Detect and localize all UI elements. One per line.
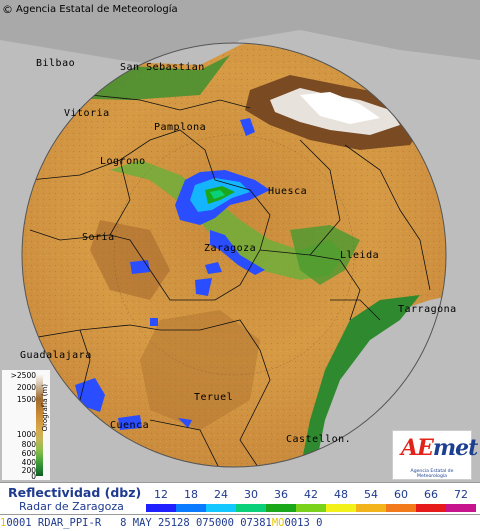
elevation-legend: >2500 2000 1500 1000 800 600 400 200 0 O… [2, 370, 50, 481]
elev-tick: 2000 [16, 383, 36, 392]
city-pamplona: Pamplona [154, 122, 206, 133]
province-borders [22, 94, 431, 467]
agency-name: Agencia Estatal de Meteorología [16, 4, 178, 15]
reflectivity-legend: Reflectividad (dbz) Radar de Zaragoza 12… [0, 482, 480, 515]
dbz-color-swatch [206, 504, 236, 512]
radar-map: Bilbao San Sebastian Vitoria Pamplona Lo… [0, 0, 480, 468]
dbz-value: 36 [274, 488, 288, 501]
legend-subtitle: Radar de Zaragoza [19, 500, 124, 513]
city-bilbao: Bilbao [36, 58, 75, 69]
dbz-color-swatch [386, 504, 416, 512]
elev-tick: 400 [21, 458, 36, 467]
agency-credit: © Agencia Estatal de Meteorología [2, 3, 178, 16]
dbz-value: 54 [364, 488, 378, 501]
city-guadalajara: Guadalajara [20, 350, 92, 361]
city-vitoria: Vitoria [64, 108, 110, 119]
city-cuenca: Cuenca [110, 420, 149, 431]
city-logrono: Logrono [100, 156, 146, 167]
city-teruel: Teruel [194, 392, 233, 403]
elev-tick: >2500 [10, 371, 36, 380]
status-code: 0013 0 [284, 517, 323, 529]
status-bar: 10001 RDAR_PPI-R 8 MAY 25128 075000 0738… [0, 514, 480, 531]
city-tarragona: Tarragona [398, 304, 457, 315]
dbz-scale: 12 18 24 30 36 42 48 54 60 66 72 [146, 485, 476, 513]
dbz-color-swatch [146, 504, 176, 512]
elev-tick: 0 [31, 472, 36, 481]
legend-title: Reflectividad (dbz) [8, 485, 142, 500]
elev-tick: 1500 [16, 395, 36, 404]
dbz-color-swatch [416, 504, 446, 512]
city-castellon: Castellon. [286, 434, 351, 445]
dbz-value: 24 [214, 488, 228, 501]
city-zaragoza: Zaragoza [204, 243, 256, 254]
logo-word: AEmet [401, 435, 478, 461]
city-san-sebastian: San Sebastian [120, 62, 205, 73]
logo-subtitle: Agencia Estatal de Meteorología [410, 469, 454, 479]
status-index: 1 [0, 517, 7, 529]
logo-word-a: AE [401, 435, 434, 461]
dbz-color-swatch [296, 504, 326, 512]
dbz-value: 30 [244, 488, 258, 501]
dbz-value: 12 [154, 488, 168, 501]
aemet-logo: AEmet Agencia Estatal de Meteorología [392, 430, 478, 480]
elev-tick: 1000 [16, 430, 36, 439]
elevation-color-bar [36, 373, 43, 476]
dbz-color-swatch [326, 504, 356, 512]
dbz-color-swatch [266, 504, 296, 512]
city-lleida: Lleida [340, 250, 379, 261]
map-svg: Bilbao San Sebastian Vitoria Pamplona Lo… [0, 0, 480, 468]
dbz-value: 42 [304, 488, 318, 501]
dbz-color-swatch [356, 504, 386, 512]
radar-echoes [75, 118, 270, 430]
dbz-value: 66 [424, 488, 438, 501]
city-labels: Bilbao San Sebastian Vitoria Pamplona Lo… [20, 58, 457, 445]
elevation-title: Orografía (m) [41, 384, 49, 432]
city-soria: Soria [82, 232, 115, 243]
elev-tick: 800 [21, 440, 36, 449]
city-huesca: Huesca [268, 186, 307, 197]
status-product: 0001 RDAR_PPI-R 8 MAY 25128 075000 07381 [6, 517, 272, 529]
dbz-value: 72 [454, 488, 468, 501]
dbz-color-swatch [236, 504, 266, 512]
dbz-color-swatch [176, 504, 206, 512]
copyright-icon: © [2, 3, 13, 16]
dbz-value: 18 [184, 488, 198, 501]
dbz-value: 60 [394, 488, 408, 501]
dbz-value: 48 [334, 488, 348, 501]
elev-tick: 600 [21, 449, 36, 458]
elev-tick: 200 [21, 466, 36, 475]
logo-word-b: met [432, 435, 478, 461]
status-flag: MO [271, 517, 285, 529]
dbz-color-swatch [446, 504, 476, 512]
